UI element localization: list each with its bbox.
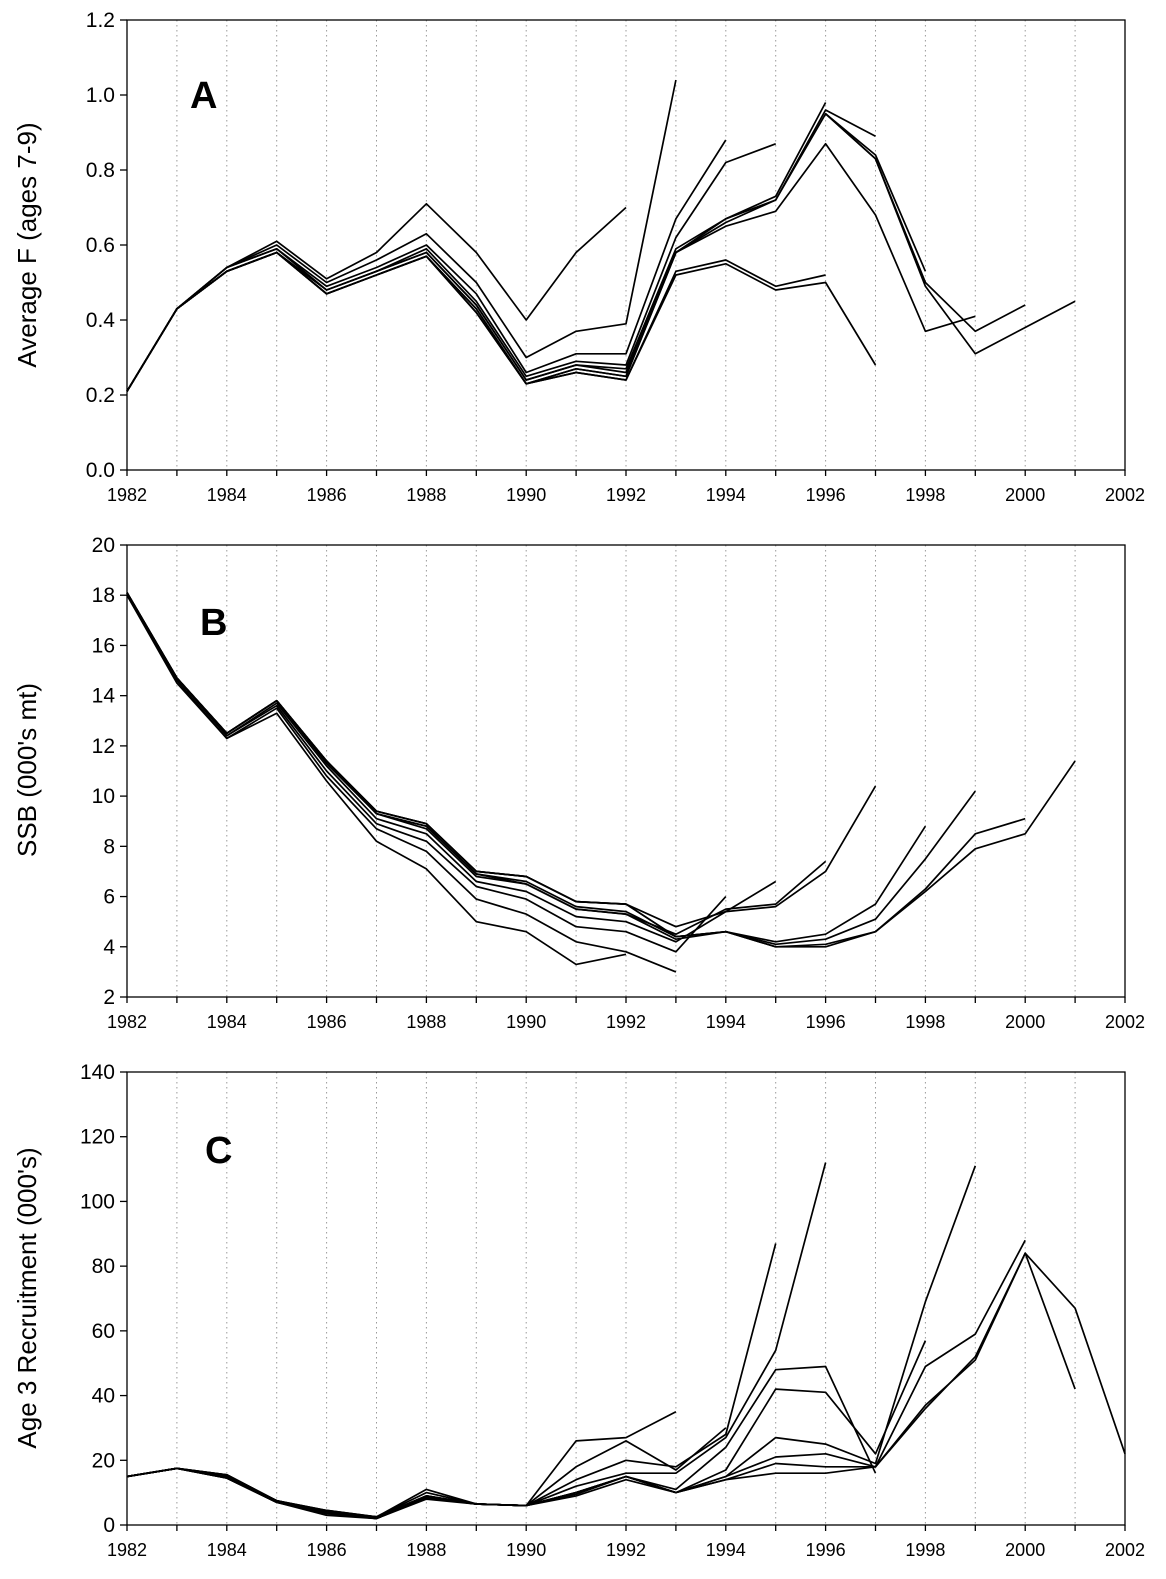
series-line-3 [126,592,727,953]
series-line-10 [126,1252,1126,1520]
y-tick-label: 12 [92,735,115,758]
series-line-2 [126,594,677,973]
y-tick-label: 18 [92,584,115,607]
y-axis-title: SSB (000's mt) [12,683,42,857]
x-tick-label: 1984 [207,485,247,505]
y-tick-label: 8 [103,835,115,858]
x-tick-label: 2000 [1005,1540,1045,1560]
series-line-5 [126,1365,877,1518]
series-line-4 [126,592,777,943]
panel-label: A [190,75,217,117]
x-tick-label: 2000 [1005,485,1045,505]
y-tick-label: 10 [92,785,115,808]
y-tick-label: 0.0 [86,459,115,482]
panel-label: C [205,1130,232,1172]
y-tick-label: 0.8 [86,159,115,182]
x-tick-label: 1994 [706,485,746,505]
series-line-9 [126,1252,1076,1520]
y-axis-title: Age 3 Recruitment (000's) [12,1147,42,1448]
x-tick-label: 1990 [506,1540,546,1560]
x-tick-label: 1988 [406,1540,446,1560]
x-tick-label: 1986 [307,1540,347,1560]
series-line-7 [126,1165,977,1520]
x-tick-label: 1984 [207,1540,247,1560]
series-line-10 [126,251,826,392]
y-tick-label: 16 [92,634,115,657]
panel-label: B [200,602,227,644]
x-tick-label: 1994 [706,1540,746,1560]
series-line-4 [126,1162,827,1518]
series-line-4 [126,143,776,392]
series-line-8 [126,592,976,946]
x-tick-label: 1996 [806,485,846,505]
x-tick-label: 2002 [1105,485,1145,505]
x-tick-label: 1990 [506,1012,546,1032]
x-tick-label: 1992 [606,485,646,505]
y-tick-label: 140 [80,1061,115,1084]
y-tick-label: 0.4 [86,309,116,332]
y-tick-label: 2 [103,986,115,1009]
x-tick-label: 1998 [905,1012,945,1032]
x-tick-label: 1998 [905,485,945,505]
x-tick-label: 1994 [706,1012,746,1032]
y-axis-title: Average F (ages 7-9) [12,122,42,367]
y-tick-label: 60 [92,1320,115,1343]
y-tick-label: 40 [92,1385,115,1408]
x-tick-label: 1996 [806,1540,846,1560]
y-tick-label: 80 [92,1255,115,1278]
chart-panel-c: 1982 1984 1986 1988 1990 1992 1994 1996 1998 2000… [12,1061,1145,1560]
y-tick-label: 6 [103,886,115,909]
y-tick-label: 14 [92,685,116,708]
x-tick-label: 1982 [107,485,147,505]
x-tick-label: 1992 [606,1012,646,1032]
x-tick-label: 2000 [1005,1012,1045,1032]
y-tick-label: 1.0 [86,84,115,107]
x-tick-label: 2002 [1105,1540,1145,1560]
y-tick-label: 100 [80,1190,115,1213]
x-tick-label: 1982 [107,1012,147,1032]
series-line-10 [126,592,1076,948]
x-tick-label: 1986 [307,485,347,505]
x-tick-label: 1984 [207,1012,247,1032]
x-tick-label: 1982 [107,1540,147,1560]
chart-panel-b: 1982 1984 1986 1988 1990 1992 1994 1996 1998 2000… [12,534,1145,1032]
y-tick-label: 0.6 [86,234,115,257]
series-line-9 [126,251,877,392]
x-tick-label: 1988 [406,485,446,505]
series-line-12 [825,113,1076,355]
series-line-1 [126,1411,677,1518]
y-tick-label: 0.2 [86,384,115,407]
series-line-8 [126,142,976,392]
x-tick-label: 1986 [307,1012,347,1032]
y-tick-label: 4 [103,936,115,959]
x-tick-label: 1990 [506,485,546,505]
y-tick-label: 120 [80,1126,115,1149]
y-tick-label: 20 [92,534,115,557]
x-tick-label: 2002 [1105,1012,1145,1032]
series-line-6 [126,592,877,928]
y-tick-label: 1.2 [86,9,115,32]
series-line-5 [126,592,827,936]
x-tick-label: 1998 [905,1540,945,1560]
y-tick-label: 0 [103,1514,115,1537]
chart-panel-a: 1982 1984 1986 1988 1990 1992 1994 1996 1998 2000… [12,9,1145,505]
x-tick-label: 1988 [406,1012,446,1032]
x-tick-label: 1992 [606,1540,646,1560]
y-tick-label: 20 [92,1449,115,1472]
x-tick-label: 1996 [806,1012,846,1032]
